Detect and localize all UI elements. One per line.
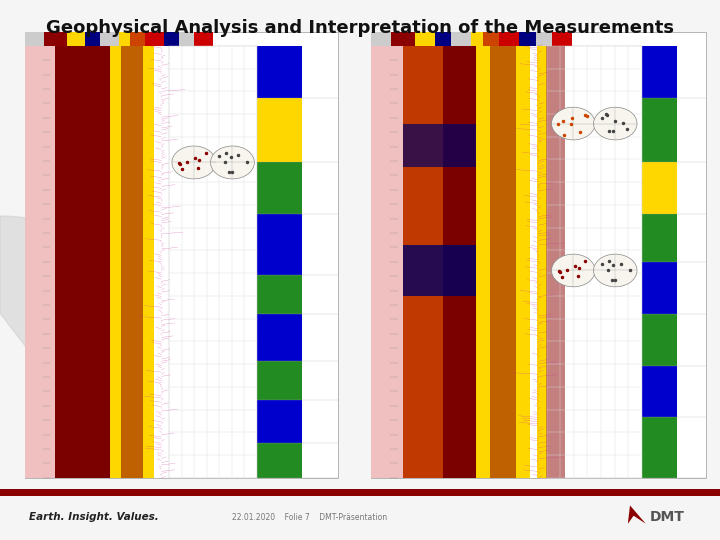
Bar [642,366,677,417]
Bar [371,32,391,46]
Polygon shape [628,505,646,524]
Bar [642,314,677,366]
Circle shape [593,254,637,287]
Bar [25,32,338,478]
Bar [257,443,302,478]
Text: DMT: DMT [650,510,685,524]
Bar [536,46,574,478]
Bar [552,32,572,46]
Bar [0,489,720,496]
Bar [483,32,500,46]
Bar [472,32,483,46]
Wedge shape [0,216,130,397]
Circle shape [552,107,595,140]
Bar [257,46,302,98]
Bar [642,417,677,478]
Bar [109,46,153,478]
Bar [490,46,516,478]
Bar [145,32,164,46]
Bar [86,32,100,46]
Text: Geophysical Analysis and Interpretation of the Measurements: Geophysical Analysis and Interpretation … [46,19,674,37]
Bar [415,32,435,46]
Bar [130,32,145,46]
Bar [642,214,677,262]
Bar [257,98,302,163]
Bar [546,46,564,478]
Bar [391,32,415,46]
Bar [435,32,451,46]
Circle shape [172,146,216,179]
Bar [519,32,536,46]
Bar [257,361,302,400]
Circle shape [552,254,595,287]
Bar [66,32,86,46]
Bar [371,32,706,478]
Bar [402,46,476,478]
Bar [642,262,677,314]
Text: Earth. Insight. Values.: Earth. Insight. Values. [29,512,158,522]
Bar [120,32,130,46]
Bar [371,46,402,478]
Bar [44,32,66,46]
Bar [500,32,519,46]
Bar [642,46,677,98]
Circle shape [210,146,254,179]
Bar [642,163,677,214]
Bar [257,214,302,275]
Bar [100,32,120,46]
Bar [402,46,443,478]
Bar [451,32,472,46]
Bar [257,275,302,314]
Bar [169,46,257,478]
Circle shape [593,107,637,140]
Bar [55,46,109,478]
Bar [257,163,302,214]
Bar [25,46,55,478]
Bar [194,32,213,46]
Bar [402,124,476,167]
Bar [257,314,302,361]
Bar [164,32,179,46]
Bar [546,46,642,478]
Bar [179,32,194,46]
Bar [536,32,552,46]
Bar [257,400,302,443]
Text: 22.01.2020    Folie 7    DMT-Präsentation: 22.01.2020 Folie 7 DMT-Präsentation [232,513,387,522]
Bar [642,98,677,163]
Bar [25,32,44,46]
Bar [402,245,476,296]
Bar [476,46,530,478]
Bar [121,46,143,478]
